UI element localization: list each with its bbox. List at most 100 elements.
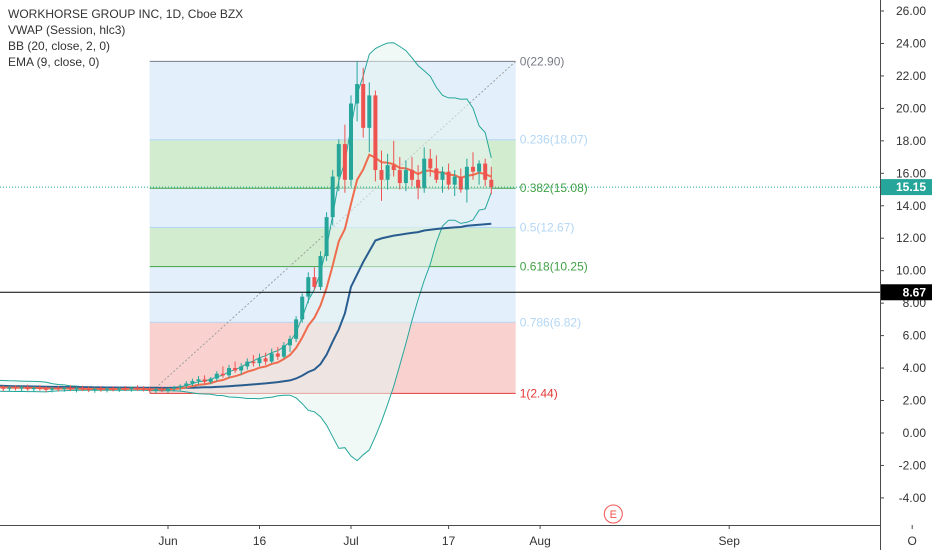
candle[interactable] — [105, 387, 109, 393]
candle[interactable] — [257, 353, 262, 367]
legend-bb[interactable]: BB (20, close, 2, 0) — [8, 39, 111, 53]
candle[interactable] — [123, 385, 128, 392]
candle[interactable] — [37, 385, 42, 391]
candle[interactable] — [7, 386, 12, 392]
candle[interactable] — [434, 155, 439, 184]
horizontal-lines[interactable] — [0, 186, 880, 293]
candle[interactable] — [111, 386, 116, 392]
candle[interactable] — [263, 352, 268, 365]
candle[interactable] — [403, 160, 408, 192]
price-tick-label: 2.00 — [903, 394, 927, 408]
candle[interactable] — [379, 150, 384, 201]
ema-line[interactable] — [0, 153, 492, 391]
candle[interactable] — [172, 385, 177, 392]
candle[interactable] — [361, 67, 366, 138]
candle[interactable] — [489, 166, 494, 195]
candle[interactable] — [281, 342, 286, 359]
candlestick-series[interactable] — [0, 61, 494, 394]
last-price-tag[interactable]: 15.15 — [881, 179, 932, 196]
horizontal-line-tag[interactable]: 8.67 — [881, 284, 932, 301]
candle[interactable] — [178, 384, 183, 391]
candle[interactable] — [44, 386, 48, 393]
candle[interactable] — [31, 386, 36, 392]
earnings-marker[interactable]: E — [603, 504, 623, 524]
candle[interactable] — [312, 267, 317, 291]
candle[interactable] — [245, 358, 250, 370]
price-tick-label: 18.00 — [896, 134, 926, 148]
price-axis[interactable]: 26.00 24.00 22.00 20.00 18.00 16.00 14.00 12.00… — [880, 0, 932, 550]
candle[interactable] — [452, 170, 457, 197]
candle[interactable] — [50, 386, 55, 393]
candle[interactable] — [336, 139, 341, 192]
candle[interactable] — [471, 152, 475, 180]
candle[interactable] — [275, 346, 280, 360]
candle[interactable] — [220, 366, 225, 378]
candle[interactable] — [269, 348, 274, 364]
candle[interactable] — [214, 371, 219, 382]
legend-title[interactable]: WORKHORSE GROUP INC, 1D, Cboe BZX — [8, 7, 244, 21]
candle[interactable] — [330, 170, 335, 226]
candle[interactable] — [1, 385, 6, 392]
candle[interactable] — [367, 82, 372, 153]
vwap-line[interactable] — [0, 222, 492, 389]
time-axis[interactable]: ayJun16Jul17AugSepOEE — [0, 504, 917, 550]
candle[interactable] — [153, 387, 158, 394]
candle[interactable] — [294, 316, 299, 343]
candle[interactable] — [422, 147, 427, 193]
candle[interactable] — [324, 212, 329, 261]
candle[interactable] — [92, 387, 97, 393]
candle[interactable] — [25, 384, 30, 391]
candle[interactable] — [458, 168, 463, 193]
candle[interactable] — [391, 140, 396, 177]
candle[interactable] — [68, 385, 73, 391]
candle[interactable] — [251, 355, 256, 367]
candle[interactable] — [141, 386, 146, 392]
candle[interactable] — [349, 95, 353, 187]
earnings-icon — [603, 504, 623, 524]
candle[interactable] — [428, 148, 433, 177]
candle[interactable] — [227, 364, 231, 378]
candle[interactable] — [233, 361, 238, 373]
candle[interactable] — [98, 386, 103, 392]
candle[interactable] — [464, 158, 469, 203]
candle[interactable] — [446, 163, 451, 190]
candle[interactable] — [184, 381, 189, 389]
candle[interactable] — [208, 376, 213, 385]
candle[interactable] — [129, 386, 134, 392]
candle[interactable] — [300, 293, 305, 323]
candle[interactable] — [86, 386, 91, 393]
candle[interactable] — [196, 376, 201, 385]
candle[interactable] — [19, 385, 24, 392]
candle[interactable] — [288, 335, 292, 352]
bb-upper-line[interactable] — [0, 42, 492, 389]
candle[interactable] — [56, 385, 61, 392]
candle[interactable] — [440, 166, 445, 193]
candle[interactable] — [373, 90, 378, 182]
candle[interactable] — [318, 251, 323, 291]
candle[interactable] — [385, 153, 390, 190]
candle[interactable] — [62, 386, 67, 392]
candle[interactable] — [74, 386, 79, 393]
candle[interactable] — [159, 386, 164, 393]
candle[interactable] — [239, 363, 244, 375]
legend-ema[interactable]: EMA (9, close, 0) — [8, 55, 100, 69]
candle[interactable] — [397, 157, 402, 190]
bb-lower-line[interactable] — [0, 192, 492, 462]
candle[interactable] — [416, 165, 421, 200]
candle[interactable] — [80, 385, 85, 392]
candle[interactable] — [190, 378, 195, 386]
candle[interactable] — [135, 385, 140, 391]
candle[interactable] — [13, 385, 18, 391]
legend-vwap[interactable]: VWAP (Session, hlc3) — [8, 23, 126, 37]
candle[interactable] — [483, 158, 488, 187]
candle[interactable] — [202, 375, 207, 384]
candle[interactable] — [306, 272, 311, 304]
candle[interactable] — [355, 61, 360, 122]
candle[interactable] — [147, 387, 152, 393]
candle[interactable] — [410, 157, 414, 187]
candle[interactable] — [117, 386, 122, 393]
candle[interactable] — [166, 387, 170, 394]
candle[interactable] — [477, 160, 482, 185]
candle[interactable] — [342, 124, 347, 193]
